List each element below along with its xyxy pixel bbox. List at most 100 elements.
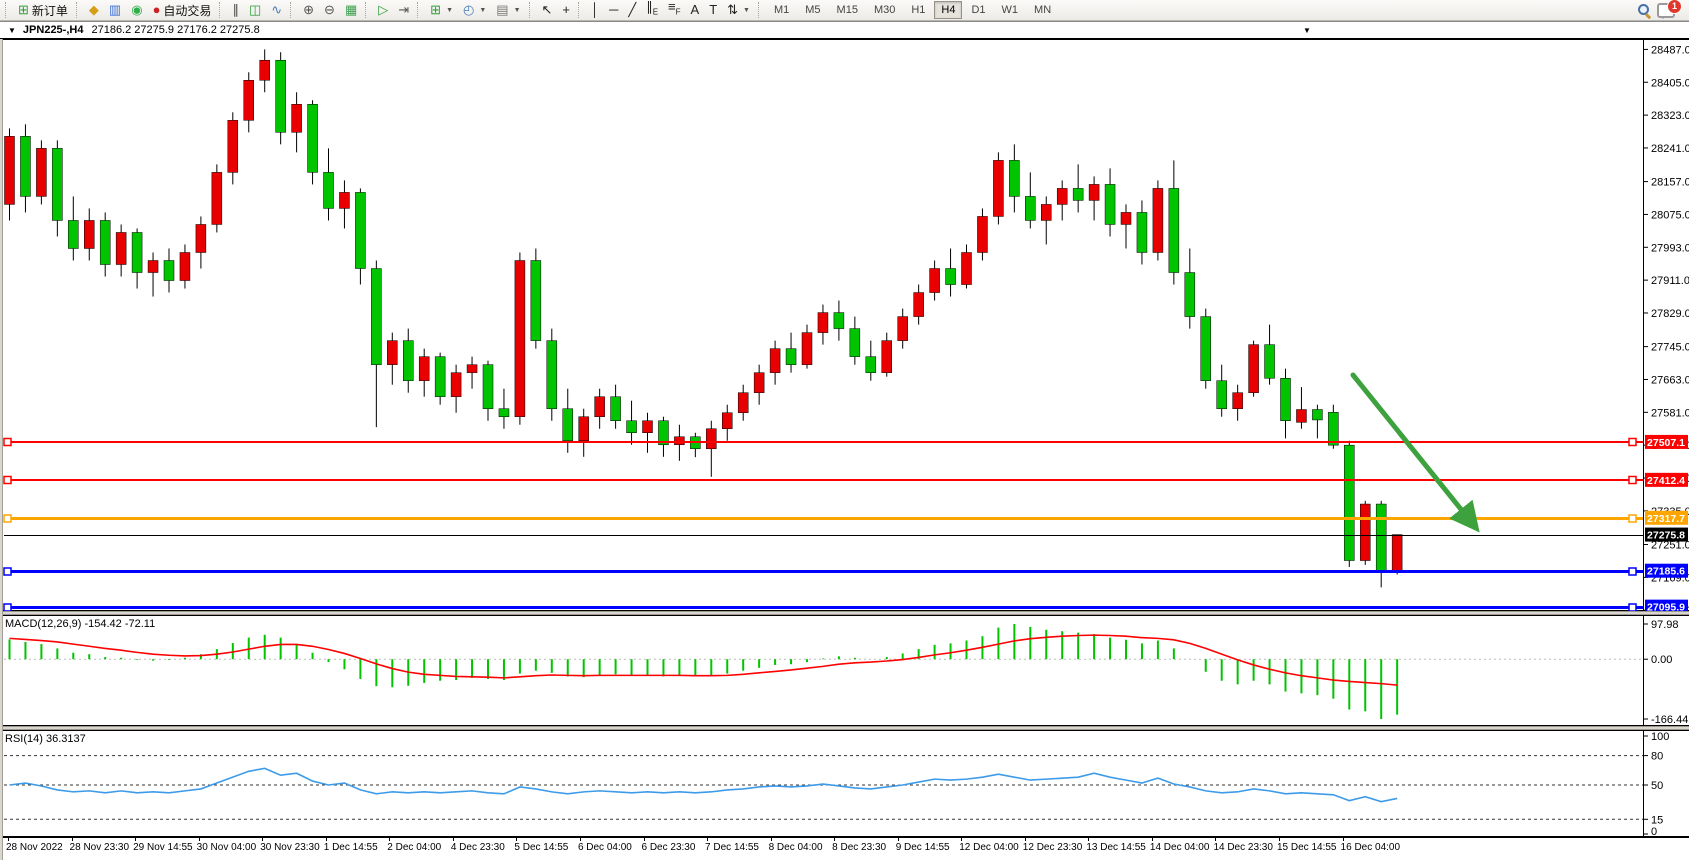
candle (1248, 344, 1259, 393)
svg-text:27993.0: 27993.0 (1651, 242, 1689, 254)
panel-splitter[interactable] (0, 611, 1689, 615)
timeframe-mn-button[interactable]: MN (1034, 4, 1052, 16)
svg-text:27911.0: 27911.0 (1651, 275, 1689, 287)
periods-dropdown-icon[interactable]: ▼ (479, 6, 487, 14)
toolbar-auto-trading-button[interactable]: ● 自动交易 (148, 0, 217, 20)
toolbar-text-label-button[interactable]: T (704, 0, 722, 20)
toolbar-fibonacci-button[interactable]: ≡F (663, 0, 685, 20)
toolbar-candlestick-chart-button[interactable]: ◫ (244, 0, 266, 20)
macd-panel[interactable]: MACD(12,26,9) -154.42 -72.11 97.98 0.00 -1… (0, 615, 1689, 726)
candle (434, 356, 446, 397)
time-tick (770, 838, 772, 841)
chart-menu-icon[interactable]: ▼ (1303, 26, 1311, 35)
candle (674, 436, 685, 446)
arrow-tools-dropdown-icon[interactable]: ▼ (743, 6, 750, 14)
rsi-svg[interactable]: 100 80 50 150 (0, 730, 1689, 838)
candle (466, 364, 478, 373)
candle (195, 224, 207, 253)
toolbar-bar-chart-button[interactable]: ∥ (227, 0, 244, 20)
svg-text:27663.0: 27663.0 (1651, 374, 1689, 386)
data-window-icon: ▥ (108, 2, 122, 17)
candle (1025, 196, 1036, 221)
time-label: 29 Nov 14:55 (133, 842, 193, 853)
svg-text:80: 80 (1651, 751, 1663, 763)
time-tick (834, 838, 836, 841)
toolbar-templates-button[interactable]: ▤ ▼ (491, 0, 525, 20)
toolbar-separator (578, 2, 583, 18)
toolbar-trendline-button[interactable]: ╱ (623, 0, 641, 20)
candle (1391, 534, 1403, 571)
timeframe-d1-button[interactable]: D1 (971, 4, 986, 16)
toolbar-new-order-button[interactable]: ⊞ 新订单 (13, 0, 73, 20)
svg-text:27412.4: 27412.4 (1647, 475, 1685, 487)
toolbar-auto-scroll-button[interactable]: ⇥ (393, 0, 414, 20)
toolbar-crosshair-button[interactable]: + (557, 0, 575, 20)
timeframe-m5-button[interactable]: M5 (805, 4, 821, 16)
toolbar-periods-button[interactable]: ◴ ▼ (458, 0, 491, 20)
candle (355, 192, 366, 269)
svg-text:27317.7: 27317.7 (1647, 513, 1685, 525)
toolbar-cursor-button[interactable]: ↖ (537, 0, 558, 20)
toolbar-zoom-out-button[interactable]: ⊖ (319, 0, 340, 20)
time-axis[interactable]: 28 Nov 2022 28 Nov 23:30 29 Nov 14:55 30 No… (0, 837, 1689, 860)
timeframe-m30-button[interactable]: M30 (873, 4, 896, 16)
toolbar-tile-windows-button[interactable]: ▦ (340, 0, 362, 20)
toolbar-indicators-button[interactable]: ⊞ ▼ (425, 0, 458, 20)
rsi-panel[interactable]: RSI(14) 36.3137 100 80 50 15 0 (0, 730, 1689, 838)
line-handle (1628, 514, 1637, 523)
bar-chart-icon: ∥ (232, 2, 239, 17)
toolbar-navigator-button[interactable]: ◉ (126, 0, 147, 20)
candle (259, 59, 270, 81)
toolbar-chart-shift-button[interactable]: ▷ (373, 0, 393, 20)
time-tick (389, 838, 391, 841)
candle (769, 348, 781, 373)
toolbar-arrow-tools-button[interactable]: ⇅ ▼ (722, 0, 755, 20)
toolbar-vertical-line-button[interactable]: │ (586, 0, 604, 20)
toolbar-zoom-in-button[interactable]: ⊕ (298, 0, 319, 20)
toolbar-horizontal-line-button[interactable]: ─ (604, 0, 623, 20)
candle (801, 332, 813, 365)
chart-collapse-icon[interactable]: ▼ (8, 25, 16, 35)
time-tick (452, 838, 454, 841)
candle (785, 348, 797, 365)
price-chart-svg[interactable]: 28487.0 28405.0 28323.0 28241.0 28157.0 28075… (0, 39, 1689, 617)
market-watch-icon: ◆ (88, 2, 99, 17)
toolbar-text-button[interactable]: A (686, 0, 705, 20)
candle (84, 220, 95, 249)
line-handle (1628, 437, 1637, 447)
toolbar-data-window-button[interactable]: ▥ (104, 0, 126, 20)
macd-svg[interactable]: 97.98 0.00 -166.44 (0, 615, 1689, 726)
svg-text:100: 100 (1651, 731, 1669, 743)
timeframe-w1-button[interactable]: W1 (1001, 4, 1019, 16)
candle (1120, 212, 1132, 225)
window-frame (0, 39, 3, 860)
indicators-dropdown-icon[interactable]: ▼ (446, 6, 453, 14)
time-label: 8 Dec 23:30 (832, 842, 887, 853)
candle (514, 260, 526, 417)
candle (1009, 160, 1020, 197)
candle (706, 428, 717, 450)
line-handle (3, 603, 12, 612)
timeframe-h1-button[interactable]: H1 (911, 4, 926, 16)
templates-dropdown-icon[interactable]: ▼ (513, 6, 521, 14)
search-icon[interactable] (1637, 3, 1651, 17)
time-tick (71, 838, 73, 841)
toolbar-line-chart-button[interactable]: ∿ (266, 0, 287, 20)
candle (945, 268, 956, 285)
panel-splitter[interactable] (0, 726, 1689, 730)
timeframe-m15-button[interactable]: M15 (836, 4, 858, 16)
timeframe-h4-button[interactable]: H4 (934, 1, 963, 19)
candle (817, 312, 829, 333)
svg-text:28323.0: 28323.0 (1651, 110, 1689, 122)
toolbar-market-watch-button[interactable]: ◆ (84, 0, 104, 20)
chart-shift-icon: ▷ (378, 2, 389, 17)
timeframe-m1-button[interactable]: M1 (773, 4, 790, 16)
time-tick (1024, 838, 1026, 841)
time-tick (1088, 838, 1090, 841)
price-chart-panel[interactable]: 28487.0 28405.0 28323.0 28241.0 28157.0 28075… (0, 39, 1689, 617)
line-handle (3, 514, 12, 523)
candle (243, 80, 254, 121)
chat-icon[interactable]: 1 (1657, 0, 1682, 19)
toolbar-equidistant-channel-button[interactable]: ∥E (641, 0, 663, 20)
navigator-icon: ◉ (131, 2, 143, 17)
